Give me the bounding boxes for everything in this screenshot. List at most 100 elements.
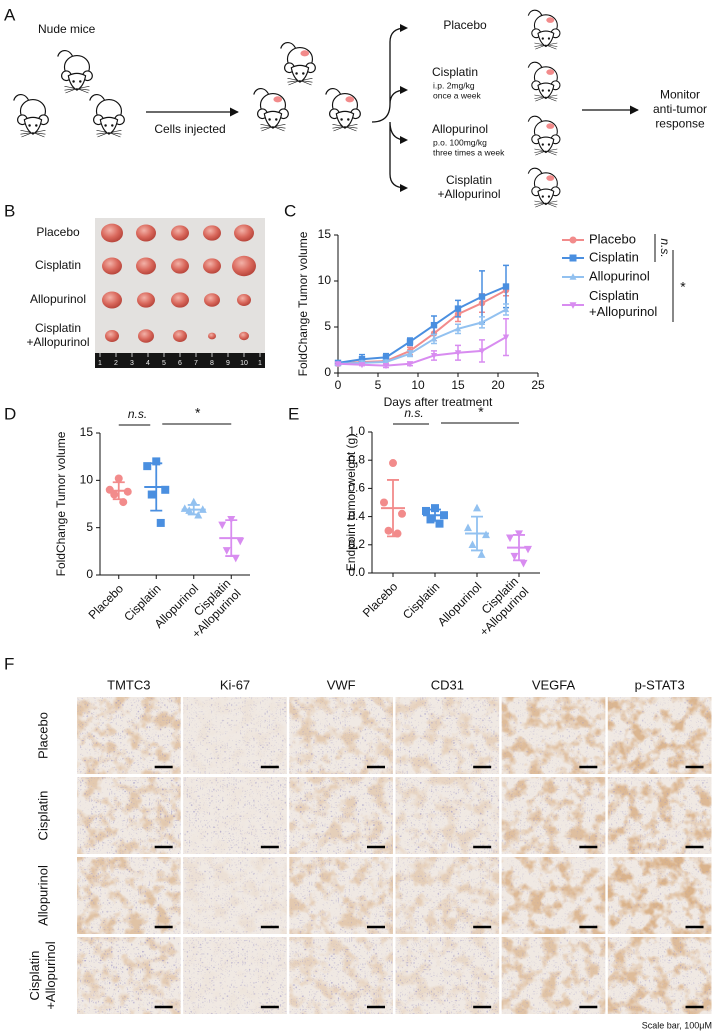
marker xyxy=(478,348,486,355)
y-axis-label: FoldChange Tumor volume xyxy=(296,231,310,376)
error-bar xyxy=(225,519,238,557)
series-line xyxy=(337,336,507,367)
legend-label: Allopurinol xyxy=(589,268,650,283)
tumor xyxy=(105,330,119,342)
marker xyxy=(519,559,528,568)
marker xyxy=(422,506,430,515)
error-bar xyxy=(112,481,125,501)
arm-dose: i.p. 2mg/kg xyxy=(433,80,475,90)
ruler-label: 3 xyxy=(130,360,134,367)
tumor xyxy=(239,331,249,341)
marker xyxy=(477,550,486,558)
marker xyxy=(430,321,438,329)
ruler-label: 1 xyxy=(98,360,102,367)
x-tick-label: 25 xyxy=(531,378,545,392)
ruler-label: 10 xyxy=(240,360,248,367)
legend-label: Placebo xyxy=(589,231,636,246)
y-tick-label: 0.4 xyxy=(348,509,365,523)
marker xyxy=(161,485,170,494)
legend-label: Cisplatin +Allopurinol xyxy=(589,289,657,320)
arm-name: Cisplatin xyxy=(432,65,478,79)
y-tick-label: 10 xyxy=(318,273,332,287)
nuclei-layer xyxy=(501,857,606,934)
series-line xyxy=(337,308,507,365)
y-axis-label: Endpoint tumor weight (g) xyxy=(344,434,358,571)
arm-schedule: three times a week xyxy=(433,147,505,157)
nuclei-layer xyxy=(501,777,606,854)
nuclei-layer xyxy=(183,697,287,774)
nuclei-layer xyxy=(607,777,712,854)
arm-dose: p.o. 100mg/kg xyxy=(433,137,487,147)
marker xyxy=(384,526,393,535)
tumor xyxy=(232,255,256,277)
marker xyxy=(569,236,577,244)
marker xyxy=(430,335,438,342)
nuclei-layer xyxy=(607,937,712,1014)
schematic-text: Nude mice xyxy=(38,22,96,36)
marker xyxy=(502,306,510,313)
column-header: VWF xyxy=(327,677,356,692)
nuclei-layer xyxy=(395,857,500,934)
tumor xyxy=(171,292,189,308)
tumor xyxy=(138,329,154,343)
marker xyxy=(478,318,486,325)
column-header: Ki-67 xyxy=(220,677,250,692)
nuclei-layer xyxy=(183,937,287,1014)
x-axis-label: Days after treatment xyxy=(384,395,493,409)
panel-label: B xyxy=(4,201,15,220)
arm-name: Placebo xyxy=(443,18,487,32)
x-tick-label: 10 xyxy=(411,378,425,392)
y-tick-label: 15 xyxy=(318,227,332,241)
ruler-label: 9 xyxy=(226,360,230,367)
schematic-text: Cells injected xyxy=(154,122,225,136)
marker xyxy=(569,302,577,309)
column-header: TMTC3 xyxy=(107,677,150,692)
y-tick-label: 0 xyxy=(86,567,93,581)
nuclei-layer xyxy=(289,777,393,854)
arm-name: Allopurinol xyxy=(432,122,488,136)
marker xyxy=(358,362,366,369)
x-tick-label: Cisplatin xyxy=(400,579,442,621)
ruler-label: 4 xyxy=(146,360,150,367)
y-tick-label: 5 xyxy=(324,319,331,333)
tumor xyxy=(173,330,187,342)
marker xyxy=(569,254,577,262)
arm-name: Cisplatin +Allopurinol xyxy=(437,173,500,201)
marker xyxy=(334,361,342,368)
y-tick-label: 10 xyxy=(80,473,94,487)
marker xyxy=(147,490,156,499)
error-bar xyxy=(387,479,399,538)
arrowheads xyxy=(400,24,408,192)
scale-note: Scale bar, 100μM xyxy=(642,1020,712,1030)
row-label: Placebo xyxy=(36,225,80,239)
nuclei-layer xyxy=(289,857,393,934)
ruler xyxy=(95,353,265,368)
nuclei-layer xyxy=(395,697,500,774)
marker xyxy=(478,293,486,300)
marker xyxy=(389,459,397,468)
series-line xyxy=(337,285,507,364)
nuclei-layer xyxy=(289,697,393,774)
marker xyxy=(218,521,227,530)
tumor xyxy=(101,223,123,243)
row-label: Cisplatin xyxy=(35,791,50,841)
marker xyxy=(382,363,390,370)
marker xyxy=(502,334,510,341)
ruler-label: 1 xyxy=(258,360,262,367)
marker xyxy=(382,358,390,365)
annotation: n.s. xyxy=(658,238,672,257)
error-bar xyxy=(513,534,525,562)
panel-label: F xyxy=(4,654,14,673)
marker xyxy=(502,283,510,290)
branch-arrows xyxy=(371,27,407,189)
marker xyxy=(114,474,123,483)
nuclei-layer xyxy=(501,697,606,774)
ruler-label: 5 xyxy=(162,360,166,367)
tumor xyxy=(203,225,221,241)
row-label: Allopurinol xyxy=(35,865,50,926)
y-tick-label: 5 xyxy=(86,520,93,534)
ruler-label: 8 xyxy=(210,360,214,367)
tumor xyxy=(203,258,221,274)
nuclei-layer xyxy=(183,777,287,854)
marker xyxy=(506,534,514,543)
